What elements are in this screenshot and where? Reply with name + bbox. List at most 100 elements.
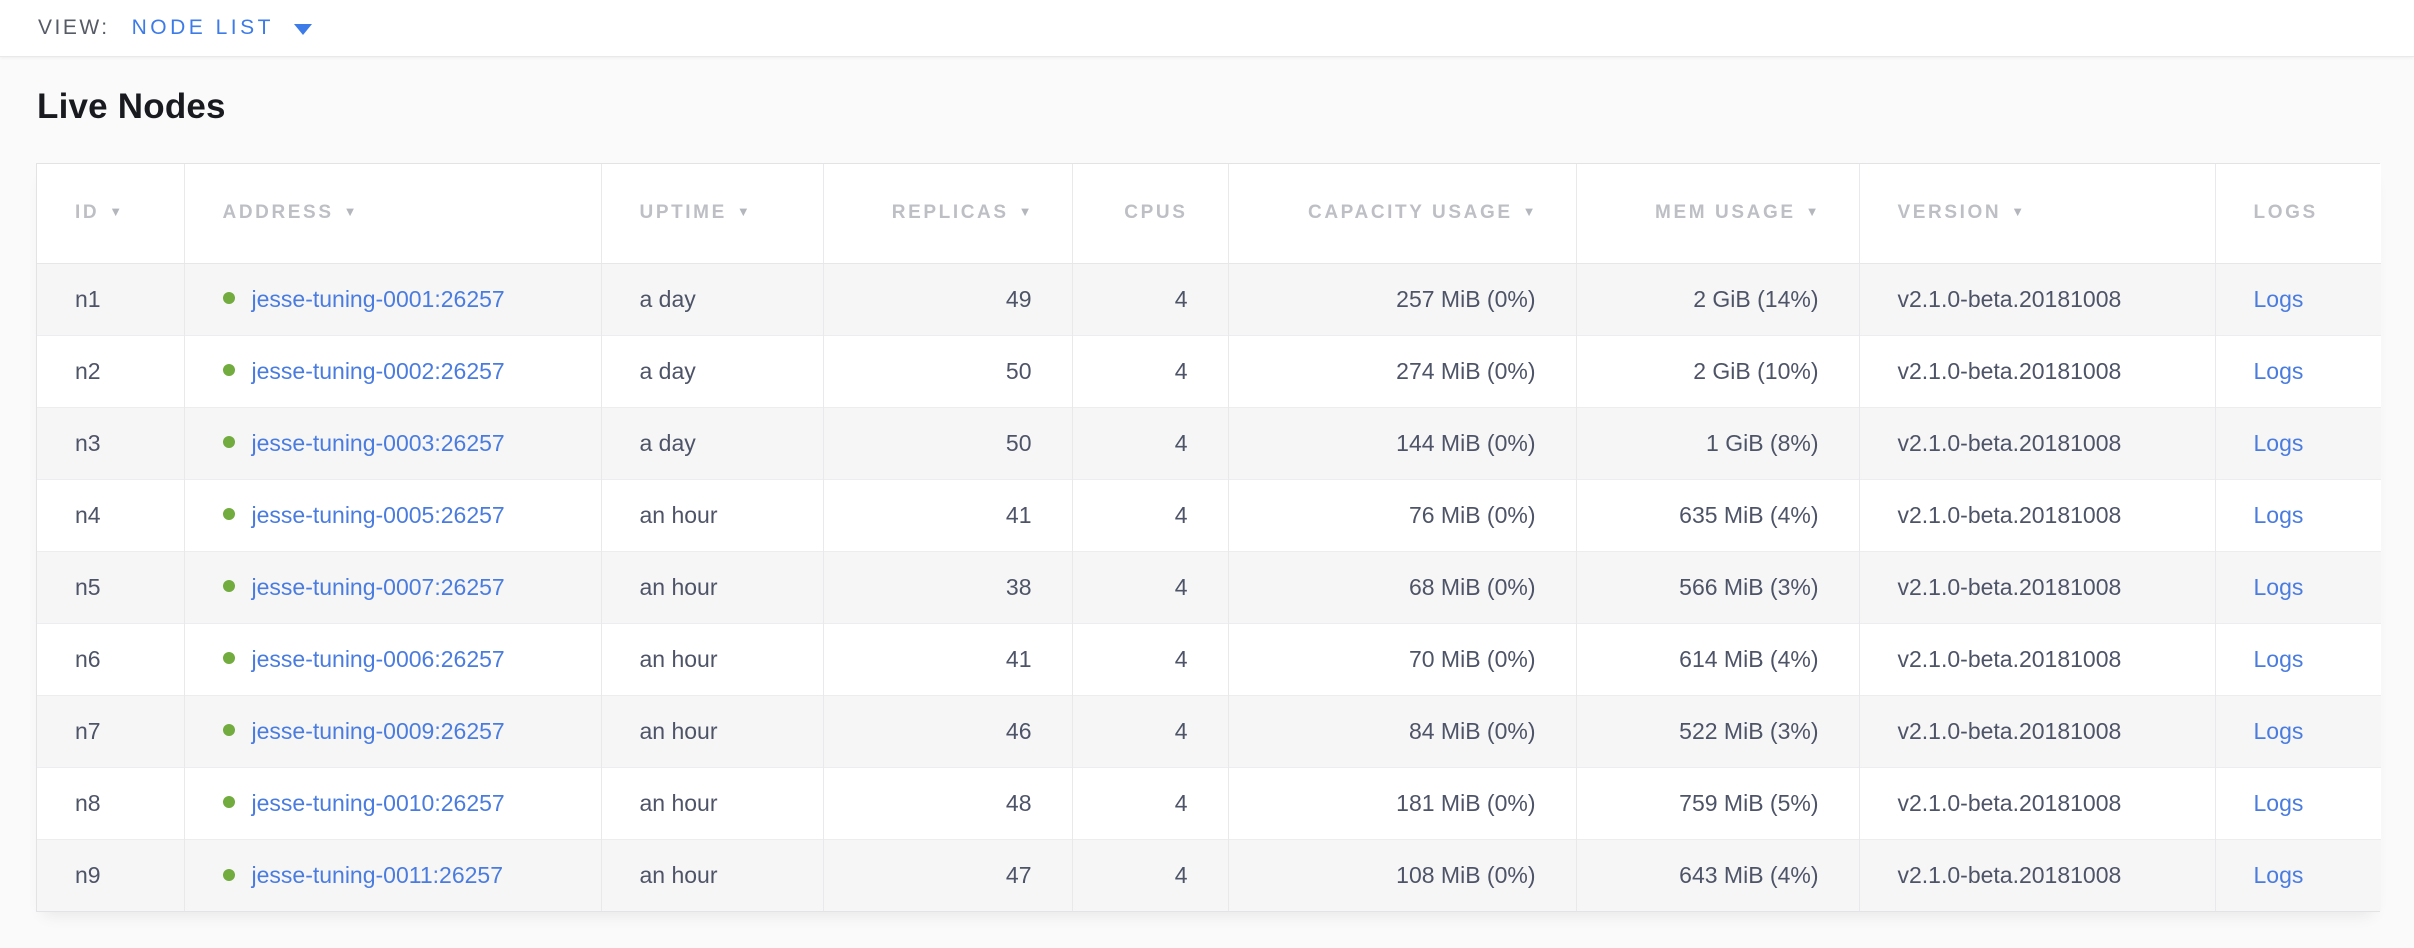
cell-mem: 643 MiB (4%) xyxy=(1576,838,1860,911)
cell-logs: Logs xyxy=(2215,550,2381,623)
table-header-row: ID ▼ ADDRESS ▼ UPTIME ▼ REPLICAS ▼ CPUS CAPACITY … xyxy=(37,164,2381,264)
view-dropdown[interactable]: NODE LIST xyxy=(132,16,312,40)
table-row: n2 jesse-tuning-0002:26257 a day 50 4 274 MiB… xyxy=(37,334,2381,407)
cell-mem: 566 MiB (3%) xyxy=(1576,550,1860,623)
table-row: n6 jesse-tuning-0006:26257 an hour 41 4 70 Mi… xyxy=(37,622,2381,695)
column-header-version[interactable]: VERSION ▼ xyxy=(1859,164,2216,264)
cell-address: jesse-tuning-0006:26257 xyxy=(184,622,602,695)
node-live-status-icon xyxy=(222,580,235,593)
logs-link[interactable]: Logs xyxy=(2253,357,2304,384)
node-live-status-icon xyxy=(222,724,235,737)
cell-id: n1 xyxy=(37,263,185,335)
cell-cpus: 4 xyxy=(1072,478,1229,551)
column-header-address[interactable]: ADDRESS ▼ xyxy=(184,164,602,264)
node-address-link[interactable]: jesse-tuning-0006:26257 xyxy=(251,645,505,672)
cell-version: v2.1.0-beta.20181008 xyxy=(1859,838,2216,911)
column-header-cpus: CPUS xyxy=(1072,164,1229,264)
column-header-replicas[interactable]: REPLICAS ▼ xyxy=(823,164,1073,264)
node-address-link[interactable]: jesse-tuning-0003:26257 xyxy=(251,429,505,456)
cell-uptime: a day xyxy=(601,334,824,407)
column-label: CAPACITY USAGE xyxy=(1308,202,1513,224)
cell-cpus: 4 xyxy=(1072,334,1229,407)
column-label: LOGS xyxy=(2253,202,2318,224)
cell-cpus: 4 xyxy=(1072,263,1229,335)
view-dropdown-value: NODE LIST xyxy=(131,16,274,39)
cell-id: n3 xyxy=(37,406,185,479)
node-address-link[interactable]: jesse-tuning-0011:26257 xyxy=(251,861,503,888)
table-row: n5 jesse-tuning-0007:26257 an hour 38 4 68 Mi… xyxy=(37,550,2381,623)
column-label: UPTIME xyxy=(639,202,727,224)
column-header-mem[interactable]: MEM USAGE ▼ xyxy=(1576,164,1860,264)
column-header-capacity[interactable]: CAPACITY USAGE ▼ xyxy=(1228,164,1577,264)
cell-uptime: an hour xyxy=(601,766,824,839)
sort-desc-icon: ▼ xyxy=(2011,204,2025,220)
sort-desc-icon: ▼ xyxy=(736,204,750,220)
node-address-link[interactable]: jesse-tuning-0007:26257 xyxy=(251,573,505,600)
cell-mem: 1 GiB (8%) xyxy=(1576,406,1860,479)
cell-uptime: an hour xyxy=(601,478,824,551)
cell-id: n7 xyxy=(37,694,185,767)
table-row: n9 jesse-tuning-0011:26257 an hour 47 4 108 M… xyxy=(37,838,2381,911)
cell-uptime: a day xyxy=(601,406,824,479)
cell-logs: Logs xyxy=(2215,766,2381,839)
cell-mem: 635 MiB (4%) xyxy=(1576,478,1860,551)
cell-cpus: 4 xyxy=(1072,838,1229,911)
node-address-link[interactable]: jesse-tuning-0005:26257 xyxy=(251,501,505,528)
cell-replicas: 38 xyxy=(823,550,1073,623)
cell-capacity: 68 MiB (0%) xyxy=(1228,550,1577,623)
logs-link[interactable]: Logs xyxy=(2253,861,2304,888)
cell-logs: Logs xyxy=(2215,263,2381,335)
cell-uptime: an hour xyxy=(601,550,824,623)
table-row: n4 jesse-tuning-0005:26257 an hour 41 4 76 Mi… xyxy=(37,478,2381,551)
sort-desc-icon: ▼ xyxy=(1805,204,1819,220)
cell-cpus: 4 xyxy=(1072,406,1229,479)
cell-capacity: 274 MiB (0%) xyxy=(1228,334,1577,407)
view-label: VIEW: xyxy=(38,16,110,39)
cell-version: v2.1.0-beta.20181008 xyxy=(1859,406,2216,479)
column-label: MEM USAGE xyxy=(1655,202,1796,224)
cell-id: n4 xyxy=(37,478,185,551)
table-row: n7 jesse-tuning-0009:26257 an hour 46 4 84 Mi… xyxy=(37,694,2381,767)
cell-id: n5 xyxy=(37,550,185,623)
cell-version: v2.1.0-beta.20181008 xyxy=(1859,263,2216,335)
page-title: Live Nodes xyxy=(37,87,226,126)
cell-address: jesse-tuning-0011:26257 xyxy=(184,838,602,911)
cell-capacity: 70 MiB (0%) xyxy=(1228,622,1577,695)
cell-logs: Logs xyxy=(2215,694,2381,767)
node-address-link[interactable]: jesse-tuning-0001:26257 xyxy=(251,285,505,312)
logs-link[interactable]: Logs xyxy=(2253,285,2304,312)
logs-link[interactable]: Logs xyxy=(2253,501,2304,528)
cell-version: v2.1.0-beta.20181008 xyxy=(1859,334,2216,407)
cell-mem: 2 GiB (14%) xyxy=(1576,263,1860,335)
logs-link[interactable]: Logs xyxy=(2253,429,2304,456)
logs-link[interactable]: Logs xyxy=(2253,789,2304,816)
node-address-link[interactable]: jesse-tuning-0009:26257 xyxy=(251,717,505,744)
cell-cpus: 4 xyxy=(1072,550,1229,623)
cell-replicas: 49 xyxy=(823,263,1073,335)
cell-mem: 2 GiB (10%) xyxy=(1576,334,1860,407)
sort-desc-icon: ▼ xyxy=(109,204,123,220)
cell-capacity: 108 MiB (0%) xyxy=(1228,838,1577,911)
node-live-status-icon xyxy=(222,868,235,881)
column-header-id[interactable]: ID ▼ xyxy=(37,164,185,264)
node-live-status-icon xyxy=(222,508,235,521)
cell-uptime: an hour xyxy=(601,694,824,767)
logs-link[interactable]: Logs xyxy=(2253,573,2304,600)
node-address-link[interactable]: jesse-tuning-0002:26257 xyxy=(251,357,505,384)
cell-id: n8 xyxy=(37,766,185,839)
cell-logs: Logs xyxy=(2215,334,2381,407)
logs-link[interactable]: Logs xyxy=(2253,717,2304,744)
live-nodes-table: ID ▼ ADDRESS ▼ UPTIME ▼ REPLICAS ▼ CPUS CAPACITY … xyxy=(36,163,2381,912)
cell-address: jesse-tuning-0009:26257 xyxy=(184,694,602,767)
column-header-uptime[interactable]: UPTIME ▼ xyxy=(601,164,824,264)
cell-address: jesse-tuning-0005:26257 xyxy=(184,478,602,551)
cell-address: jesse-tuning-0007:26257 xyxy=(184,550,602,623)
cell-replicas: 46 xyxy=(823,694,1073,767)
cell-uptime: a day xyxy=(601,263,824,335)
cell-capacity: 181 MiB (0%) xyxy=(1228,766,1577,839)
logs-link[interactable]: Logs xyxy=(2253,645,2304,672)
cell-address: jesse-tuning-0003:26257 xyxy=(184,406,602,479)
cell-address: jesse-tuning-0010:26257 xyxy=(184,766,602,839)
node-live-status-icon xyxy=(222,652,235,665)
node-address-link[interactable]: jesse-tuning-0010:26257 xyxy=(251,789,505,816)
